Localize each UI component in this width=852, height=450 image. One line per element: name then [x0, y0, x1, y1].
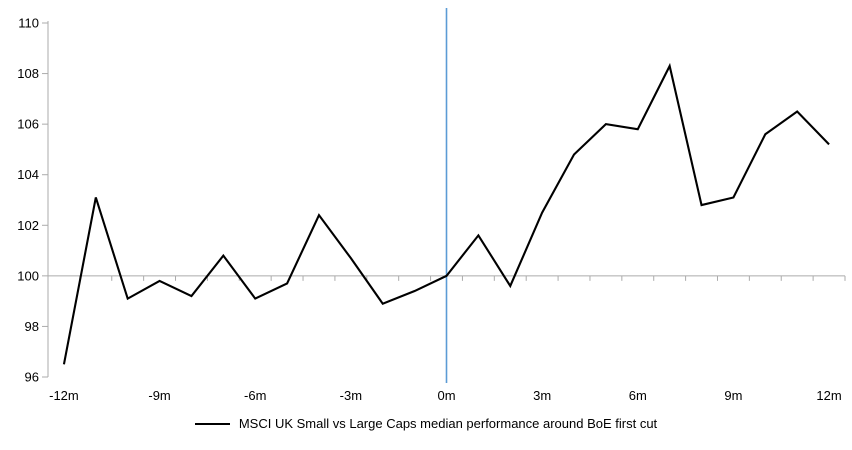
x-tick-label: 6m: [629, 388, 647, 403]
x-tick-label: -6m: [244, 388, 266, 403]
y-tick-label: 98: [25, 319, 39, 334]
legend: MSCI UK Small vs Large Caps median perfo…: [0, 416, 852, 432]
y-tick-label: 104: [17, 167, 39, 182]
series-line-msci-uk-small-vs-large: [62, 62, 830, 365]
x-tick-label: 0m: [437, 388, 455, 403]
x-tick-label: 3m: [533, 388, 551, 403]
y-tick-label: 102: [17, 218, 39, 233]
x-tick-label: -9m: [148, 388, 170, 403]
legend-label: MSCI UK Small vs Large Caps median perfo…: [238, 416, 658, 431]
y-tick-label: 108: [17, 66, 39, 81]
legend-line-swatch: [194, 423, 230, 425]
x-tick-label: -12m: [49, 388, 79, 403]
y-tick-label: 100: [17, 268, 39, 283]
y-tick-label: 96: [25, 370, 39, 385]
x-tick-label: 12m: [816, 388, 841, 403]
y-tick-label: 110: [18, 16, 39, 31]
y-tick-label: 106: [17, 117, 39, 132]
x-tick-label: -3m: [340, 388, 362, 403]
line-chart-plot-area: 96 98 100 102 104 106 108 110 -12m -9m -6m -3m 0m 3m 6…: [17, 8, 846, 403]
x-tick-label: 9m: [724, 388, 742, 403]
